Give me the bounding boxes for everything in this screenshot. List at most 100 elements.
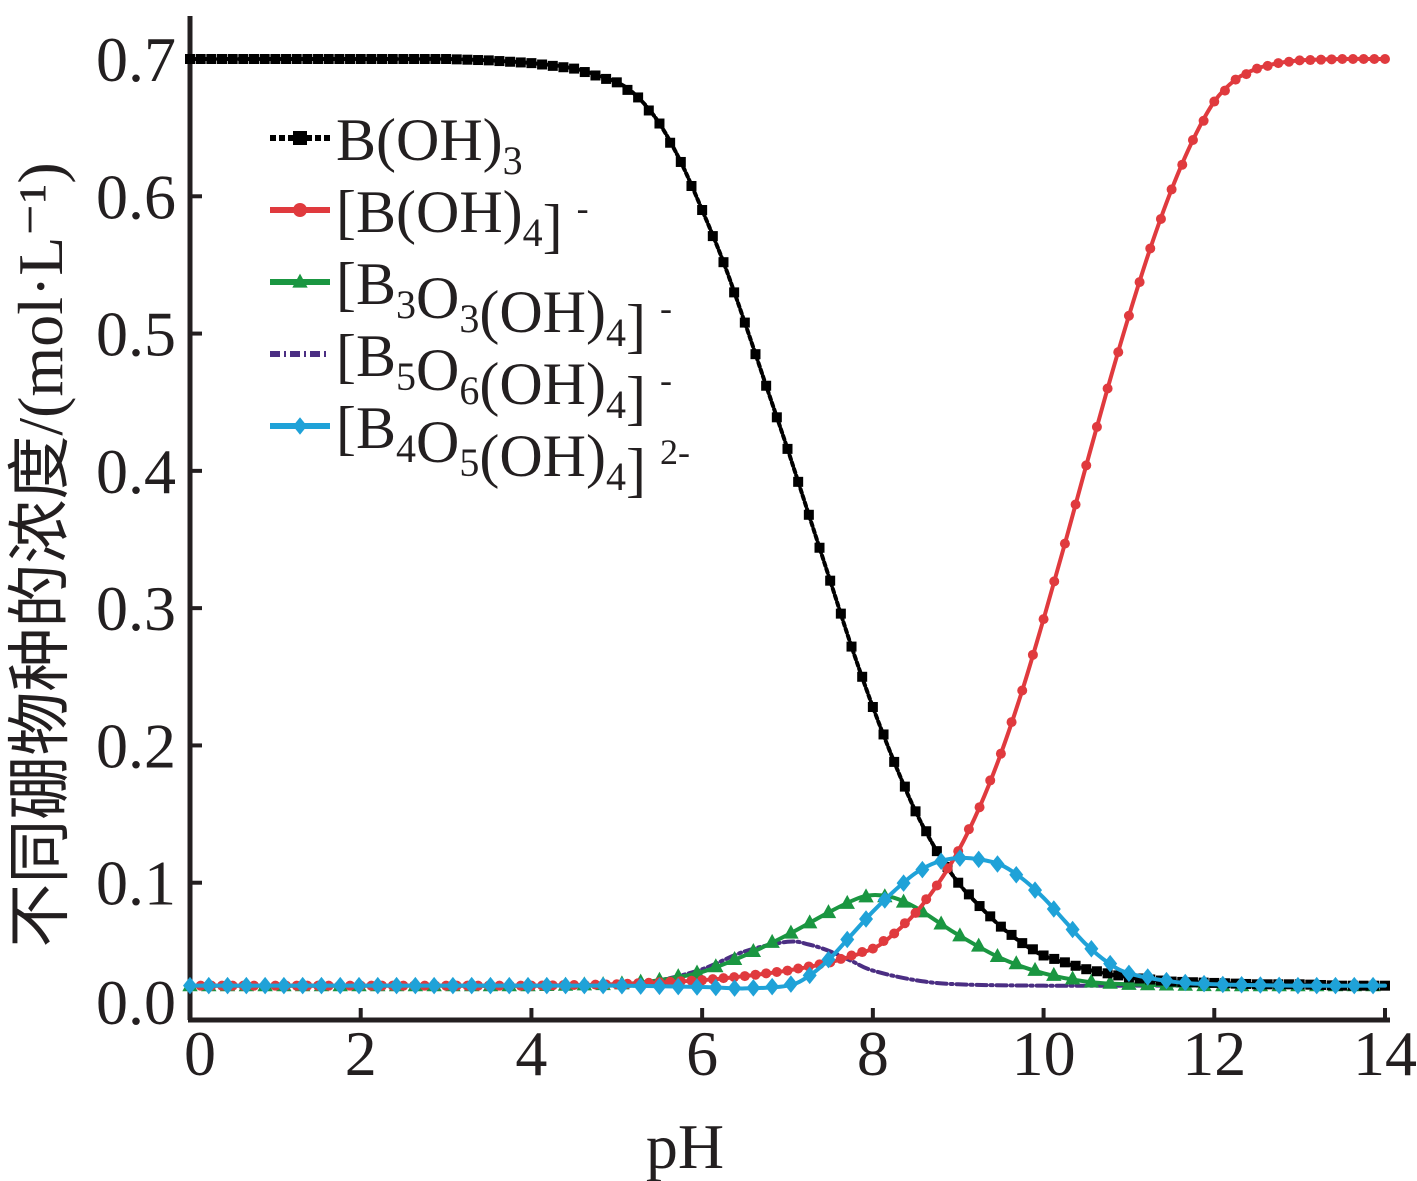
series-marker <box>1178 973 1193 992</box>
series-marker <box>764 933 780 948</box>
series-marker <box>1121 964 1136 983</box>
series-marker <box>569 63 580 74</box>
series-marker <box>1290 976 1305 995</box>
series-marker <box>377 54 388 64</box>
series-marker <box>539 976 554 995</box>
series-marker <box>697 205 708 216</box>
series-marker <box>689 964 705 979</box>
series-marker <box>952 849 967 867</box>
series-marker <box>671 977 686 996</box>
series-marker <box>387 54 398 64</box>
y-tick-label: 0.6 <box>96 161 176 232</box>
series-marker <box>276 976 291 995</box>
series-marker <box>840 930 855 949</box>
series-marker <box>579 67 590 78</box>
series-marker <box>995 748 1006 759</box>
series-marker <box>258 976 273 995</box>
series-marker <box>718 257 729 268</box>
series-marker <box>494 56 505 67</box>
series-marker <box>771 966 782 977</box>
series-marker <box>931 880 942 891</box>
series-marker <box>877 891 892 909</box>
series-marker <box>963 824 974 835</box>
series-marker <box>366 54 377 64</box>
legend-marker <box>293 203 307 217</box>
series-marker <box>761 968 772 979</box>
y-tick-label: 0.5 <box>96 299 176 370</box>
x-tick-label: 8 <box>857 1018 889 1089</box>
series-marker <box>1197 974 1212 993</box>
series-marker <box>201 976 216 995</box>
series-marker <box>1017 938 1028 949</box>
x-tick-label: 4 <box>515 1018 547 1089</box>
series-marker <box>238 54 249 64</box>
series-marker <box>1262 60 1273 71</box>
series-marker <box>690 978 705 996</box>
series-layer <box>182 54 1390 997</box>
series-marker <box>1017 685 1028 696</box>
series-marker <box>1241 69 1252 80</box>
series-marker <box>1064 970 1081 985</box>
series-marker <box>761 380 772 391</box>
series-marker <box>577 976 592 995</box>
series-marker <box>217 54 228 64</box>
series-marker <box>408 976 423 995</box>
series-marker <box>921 826 932 837</box>
series-marker <box>1102 968 1113 979</box>
series-marker <box>1145 243 1156 254</box>
series-marker <box>707 231 718 242</box>
series-marker <box>537 59 548 70</box>
series-marker <box>427 976 442 995</box>
series-marker <box>195 54 206 64</box>
y-axis-title: 不同硼物种的浓度/(mol·L⁻¹) <box>5 162 76 947</box>
series-marker <box>220 976 235 995</box>
series-marker <box>1059 538 1070 549</box>
legend-marker <box>293 417 307 435</box>
series-marker <box>1253 976 1268 994</box>
series-marker <box>708 958 724 973</box>
series-marker <box>1070 499 1081 510</box>
legend: B(OH)3[B(OH)4] -[B3O3(OH)4] -[B5O6(OH)4] -[… <box>270 107 690 503</box>
series-marker <box>782 443 793 454</box>
series-marker <box>1103 954 1118 973</box>
series-marker <box>1134 973 1145 984</box>
series-marker <box>1328 976 1343 995</box>
series-marker <box>963 889 974 900</box>
series-marker <box>782 965 793 976</box>
series-marker <box>1309 976 1324 995</box>
series-marker <box>1113 970 1124 981</box>
series-marker <box>1347 54 1358 64</box>
series-marker <box>1273 58 1284 69</box>
series-marker <box>370 976 385 995</box>
series-marker <box>1046 900 1061 918</box>
series-marker <box>814 542 825 553</box>
series-marker <box>521 976 536 995</box>
series-marker <box>910 907 921 918</box>
series-marker <box>839 894 855 909</box>
series-marker <box>1187 134 1198 145</box>
series-marker <box>1102 974 1118 989</box>
series-marker <box>1049 576 1060 587</box>
series-marker <box>915 860 930 879</box>
series-marker <box>1177 159 1188 170</box>
series-marker <box>1121 975 1137 990</box>
series-marker <box>185 54 195 64</box>
series-marker <box>1326 54 1337 65</box>
axes <box>187 16 1390 1023</box>
series-marker <box>729 287 740 298</box>
legend-entry: [B3O3(OH)4] - <box>270 251 672 359</box>
y-tick-label: 0.2 <box>96 710 176 781</box>
series-marker <box>942 863 953 874</box>
series-marker <box>430 54 441 64</box>
series-marker <box>953 877 964 888</box>
series-marker <box>1140 968 1155 986</box>
legend-label: [B4O5(OH)4] 2- <box>336 395 690 503</box>
series-marker <box>846 950 857 961</box>
series-marker <box>783 975 798 993</box>
series-marker <box>1166 184 1177 195</box>
series-marker <box>601 73 612 84</box>
series-marker <box>1091 966 1102 977</box>
series-marker <box>1272 976 1287 995</box>
series-marker <box>858 888 874 903</box>
series-marker <box>985 775 996 786</box>
